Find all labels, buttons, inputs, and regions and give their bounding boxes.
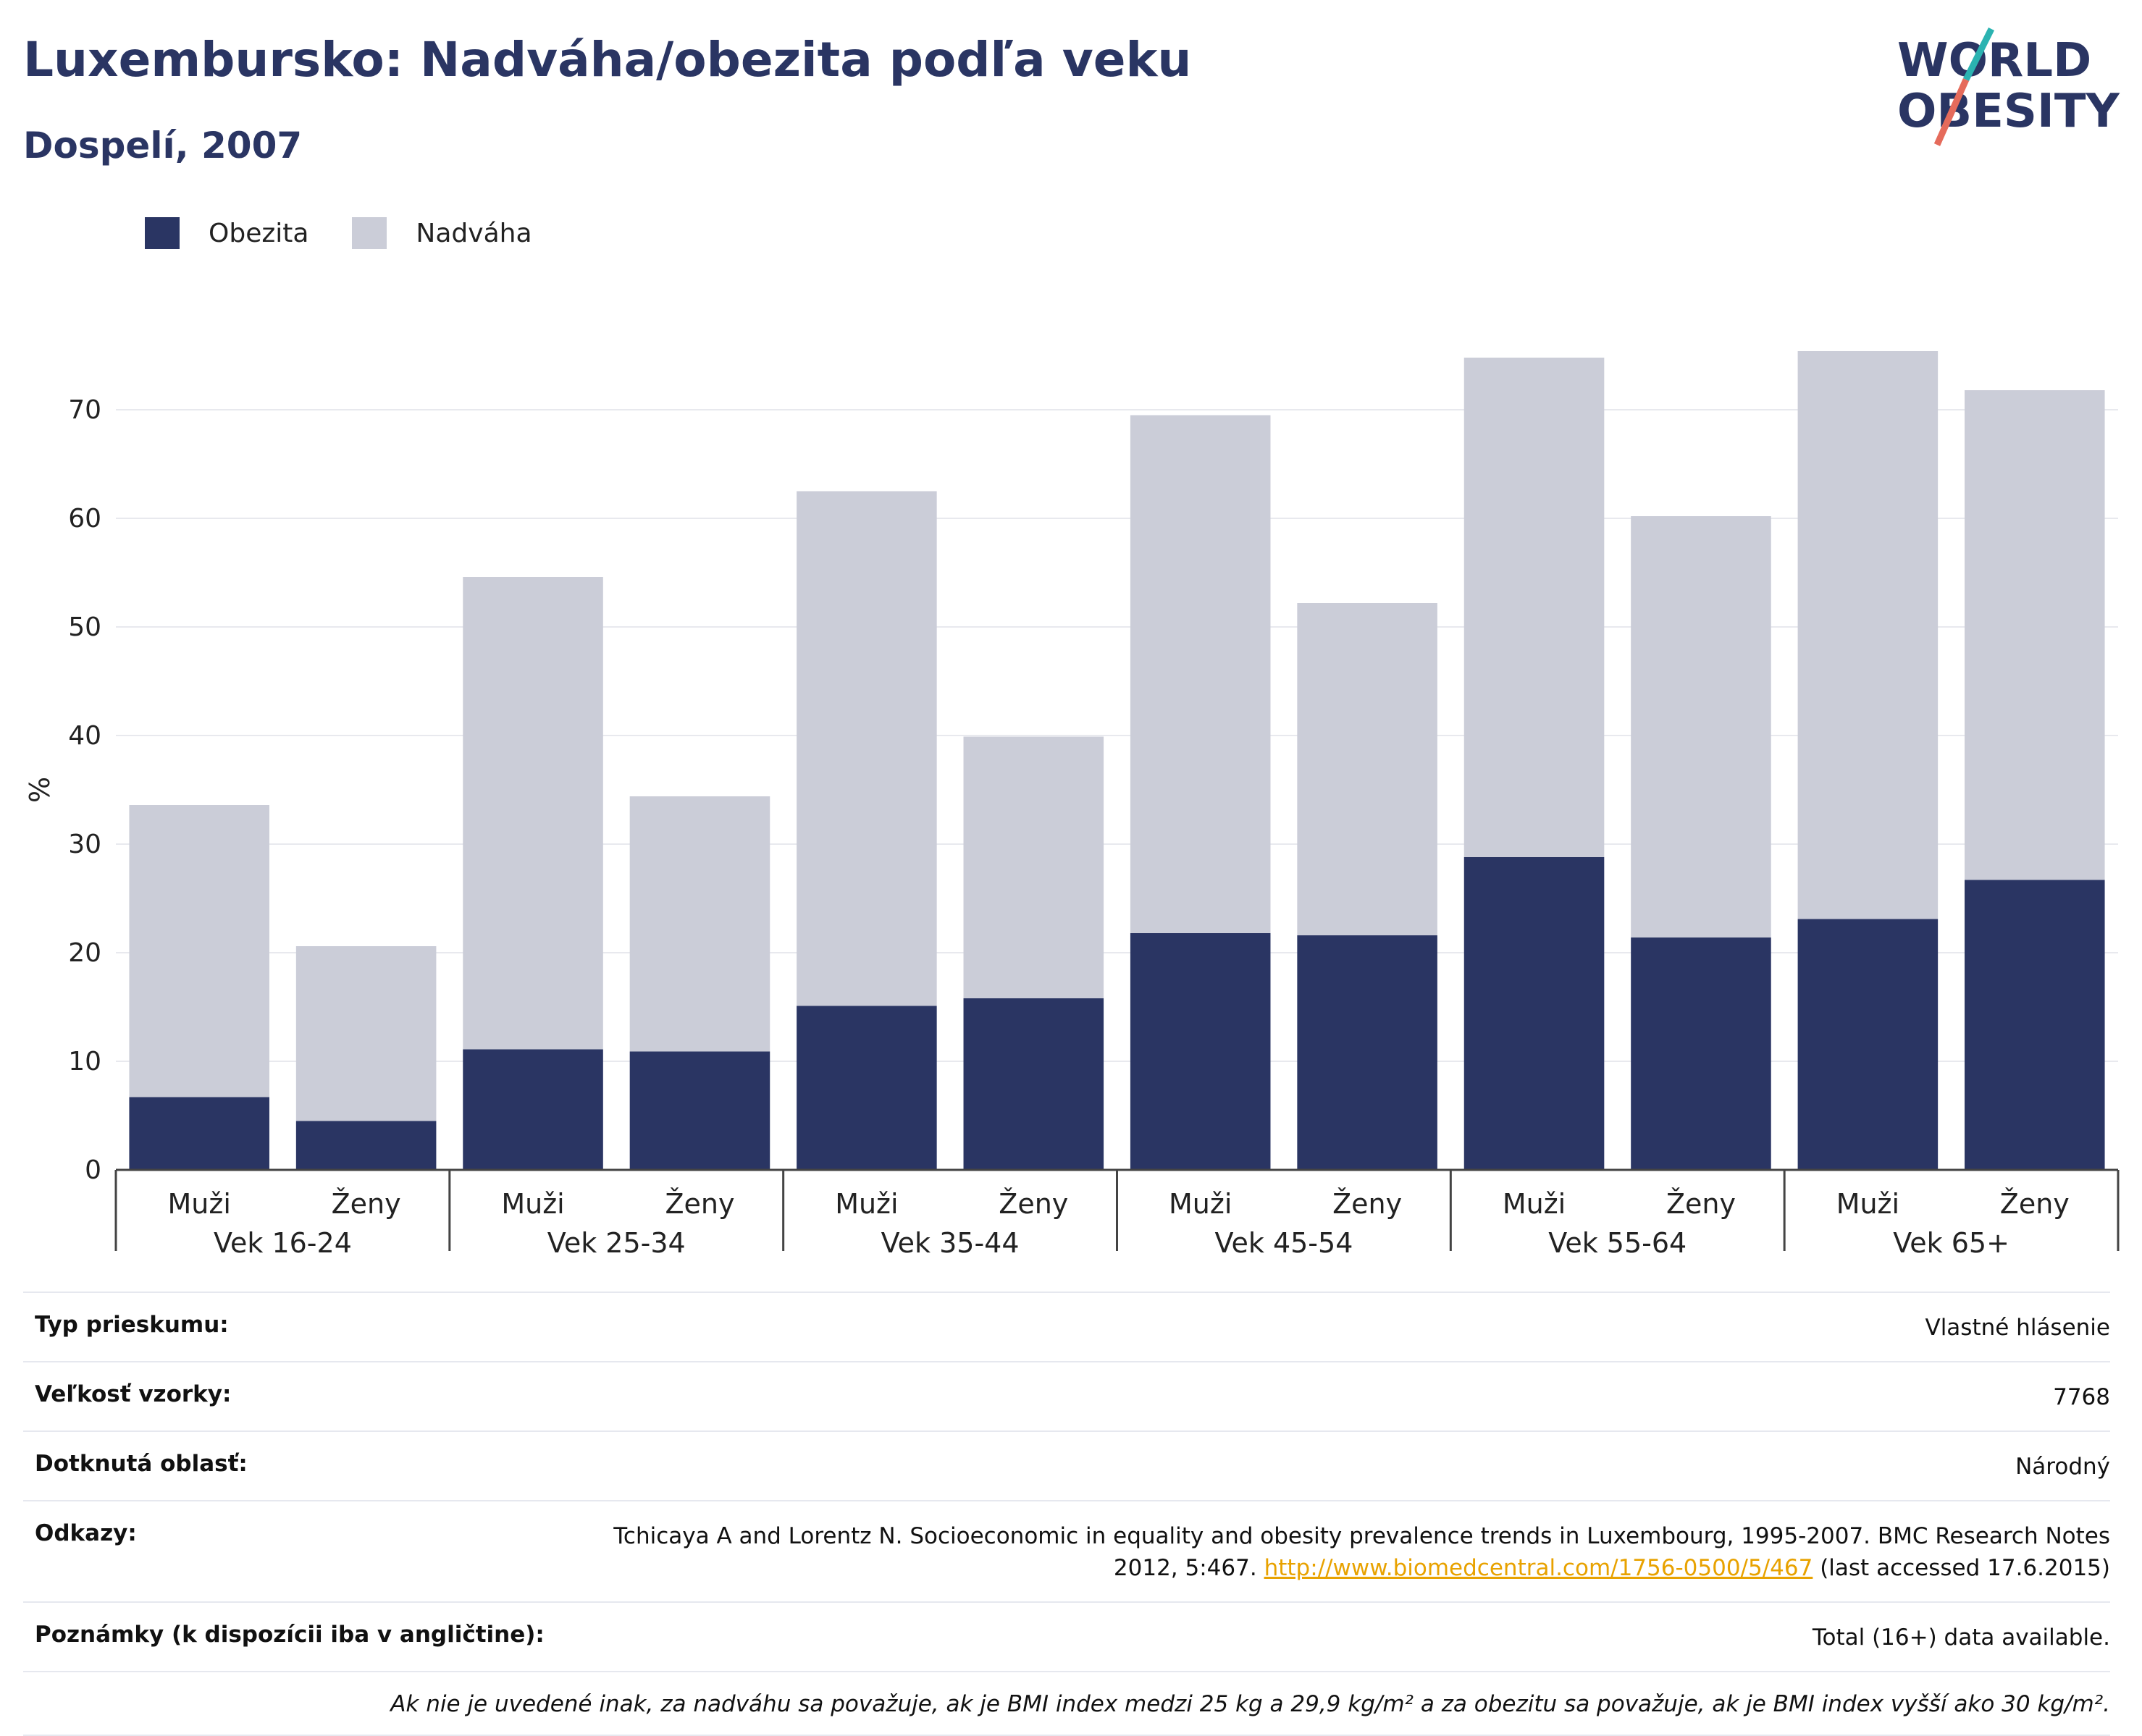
- meta-value: 7768: [2053, 1384, 2110, 1410]
- bar-obesity: [1297, 935, 1437, 1170]
- bar-obesity: [797, 1006, 937, 1170]
- meta-label: Dotknutá oblasť:: [35, 1451, 248, 1477]
- legend-swatch-overweight: [352, 217, 387, 249]
- y-tick-label: 50: [68, 612, 101, 642]
- x-tick-label: Ženy: [332, 1188, 401, 1220]
- bar-overweight: [1631, 516, 1771, 937]
- legend-swatch-obesity: [145, 217, 180, 249]
- chart-subtitle: Dospelí, 2007: [23, 125, 303, 167]
- x-tick-label: Ženy: [999, 1188, 1068, 1220]
- y-tick-label: 20: [68, 938, 101, 968]
- y-tick-label: 0: [85, 1155, 101, 1185]
- group-label: Vek 55-64: [1548, 1227, 1687, 1259]
- bar-overweight: [295, 946, 437, 1121]
- y-axis-label: %: [24, 777, 56, 803]
- bar-obesity: [1631, 937, 1771, 1170]
- world-obesity-logo: WORLD OBESITY: [1897, 27, 2120, 146]
- bar-overweight: [1965, 390, 2105, 880]
- y-tick-label: 10: [68, 1047, 101, 1076]
- meta-value: Tchicaya A and Lorentz N. Socioeconomic …: [589, 1520, 2110, 1584]
- legend-item-obesity[interactable]: Obezita: [145, 217, 308, 249]
- references-accessed: (last accessed 17.6.2015): [1820, 1555, 2110, 1581]
- x-tick-label: Ženy: [1332, 1188, 1402, 1220]
- meta-label: Odkazy:: [35, 1520, 137, 1546]
- x-tick-label: Muži: [168, 1188, 231, 1220]
- group-label: Vek 25-34: [547, 1227, 686, 1259]
- y-tick-label: 40: [68, 721, 101, 751]
- references-text: Tchicaya A and Lorentz N. Socioeconomic …: [613, 1523, 2110, 1581]
- legend-item-overweight[interactable]: Nadváha: [352, 217, 532, 249]
- x-tick-label: Ženy: [1666, 1188, 1736, 1220]
- meta-value: Vlastné hlásenie: [1925, 1315, 2110, 1341]
- references-link[interactable]: http://www.biomedcentral.com/1756-0500/5…: [1264, 1555, 1813, 1581]
- bar-obesity: [295, 1121, 437, 1170]
- bar-overweight: [129, 805, 269, 1097]
- bar-obesity: [963, 998, 1104, 1170]
- survey-metadata: Typ prieskumu: Vlastné hlásenie Veľkosť …: [23, 1292, 2110, 1736]
- y-tick-label: 60: [68, 504, 101, 534]
- x-tick-label: Ženy: [665, 1188, 734, 1220]
- y-tick-label: 70: [68, 395, 101, 425]
- bar-overweight: [463, 577, 603, 1050]
- x-tick-label: Muži: [1169, 1188, 1232, 1220]
- logo-line1: WORLD: [1897, 34, 2091, 88]
- logo-line2: OBESITY: [1897, 85, 2120, 138]
- x-tick-label: Muži: [1836, 1188, 1899, 1220]
- bar-overweight: [1797, 351, 1939, 919]
- legend-label-obesity: Obezita: [209, 218, 309, 248]
- meta-row-sample-size: Veľkosť vzorky: 7768: [23, 1361, 2110, 1430]
- meta-value: Total (16+) data available.: [1812, 1625, 2110, 1651]
- bar-chart: 0 10 20 30 40 50 60 70% Muži Ženy Muži Ženy Muži Ženy…: [24, 351, 2120, 1259]
- meta-row-references: Odkazy: Tchicaya A and Lorentz N. Socioe…: [23, 1500, 2110, 1601]
- meta-label: Typ prieskumu:: [35, 1312, 229, 1338]
- bar-overweight: [629, 796, 770, 1052]
- bar-obesity: [1130, 933, 1271, 1170]
- y-tick-label: 30: [68, 830, 101, 859]
- chart-title: Luxembursko: Nadváha/obezita podľa veku: [23, 32, 1192, 88]
- bar-overweight: [797, 491, 937, 1006]
- x-tick-label: Ženy: [2000, 1188, 2070, 1220]
- group-label: Vek 65+: [1893, 1227, 2009, 1259]
- legend-label-overweight: Nadváha: [416, 218, 532, 248]
- meta-row-survey-type: Typ prieskumu: Vlastné hlásenie: [23, 1292, 2110, 1361]
- bar-overweight: [963, 736, 1104, 998]
- bar-obesity: [629, 1051, 770, 1170]
- x-tick-label: Muži: [1503, 1188, 1566, 1220]
- bar-overweight: [1130, 415, 1271, 933]
- bar-obesity: [1463, 857, 1605, 1170]
- group-label: Vek 45-54: [1214, 1227, 1353, 1259]
- bar-overweight: [1463, 358, 1605, 857]
- x-tick-label: Muži: [501, 1188, 564, 1220]
- footnote: Ak nie je uvedené inak, za nadváhu sa po…: [23, 1671, 2110, 1736]
- meta-row-area: Dotknutá oblasť: Národný: [23, 1430, 2110, 1500]
- meta-value: Národný: [2015, 1454, 2110, 1480]
- bar-obesity: [1965, 880, 2105, 1170]
- meta-row-notes: Poznámky (k dispozícii iba v angličtine)…: [23, 1601, 2110, 1671]
- meta-label: Poznámky (k dispozícii iba v angličtine)…: [35, 1622, 545, 1648]
- bar-obesity: [1797, 919, 1939, 1170]
- group-label: Vek 16-24: [214, 1227, 352, 1259]
- x-tick-label: Muži: [835, 1188, 898, 1220]
- bar-obesity: [463, 1049, 603, 1170]
- legend: Obezita Nadváha: [145, 217, 576, 249]
- meta-label: Veľkosť vzorky:: [35, 1381, 232, 1407]
- bar-overweight: [1297, 603, 1437, 935]
- group-label: Vek 35-44: [881, 1227, 1020, 1259]
- bar-obesity: [129, 1097, 269, 1170]
